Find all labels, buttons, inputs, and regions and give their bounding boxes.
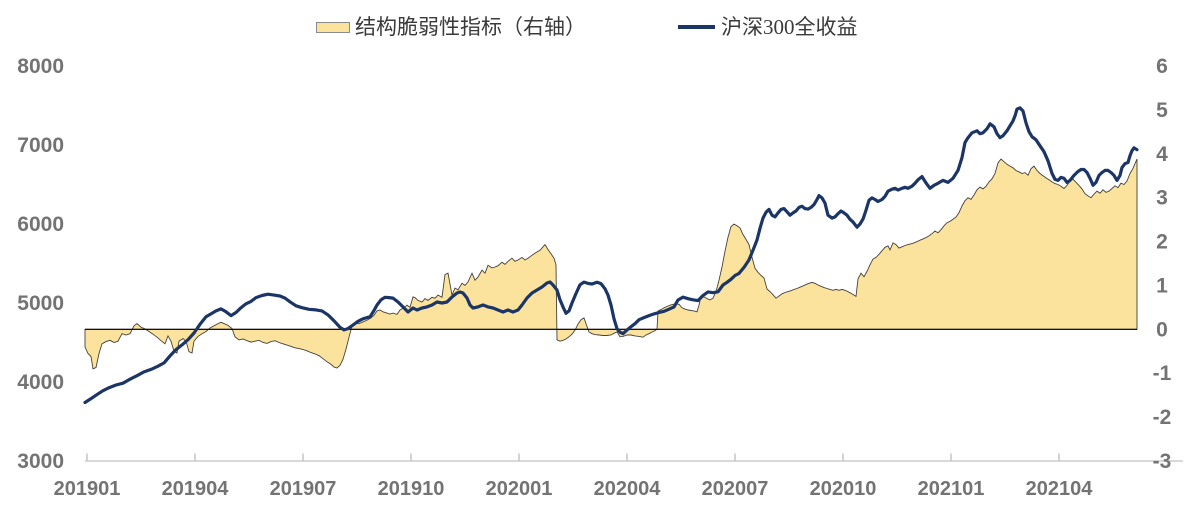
x-axis-tick-label: 202007 xyxy=(702,478,769,500)
right-axis-tick-label: -2 xyxy=(1153,406,1172,429)
x-axis-tick-label: 201907 xyxy=(270,478,337,500)
left-axis-tick-label: 6000 xyxy=(17,213,64,236)
x-axis-tick-label: 201904 xyxy=(162,478,230,500)
fragility-area-series xyxy=(84,158,1138,370)
x-axis-tick-label: 202001 xyxy=(486,478,553,500)
right-axis-tick-label: 4 xyxy=(1156,143,1168,166)
right-axis-tick-label: 6 xyxy=(1156,55,1168,78)
x-axis-tick-label: 202104 xyxy=(1026,478,1094,500)
left-axis-tick-label: 7000 xyxy=(17,134,64,157)
line-series-marker xyxy=(678,25,715,29)
right-axis-tick-label: 3 xyxy=(1156,187,1168,210)
legend-item-area: 结构脆弱性指标（右轴） xyxy=(316,14,586,40)
left-axis-tick-label: 5000 xyxy=(17,292,64,315)
x-axis-tick-label: 202010 xyxy=(810,478,877,500)
left-axis-tick-label: 4000 xyxy=(17,371,64,394)
right-axis-tick-label: 1 xyxy=(1156,274,1168,297)
chart-legend: 结构脆弱性指标（右轴） 沪深300全收益 xyxy=(0,12,1188,44)
left-axis-tick-label: 3000 xyxy=(17,450,64,473)
x-axis-tick-label: 202004 xyxy=(594,478,662,500)
x-axis-tick-label: 201910 xyxy=(378,478,445,500)
right-axis-tick-label: 0 xyxy=(1156,318,1168,341)
line-series-label: 沪深300全收益 xyxy=(721,15,858,39)
csi300-line-series xyxy=(83,106,1139,405)
area-series-label: 结构脆弱性指标（右轴） xyxy=(355,15,586,39)
x-axis-tick-label: 201901 xyxy=(54,478,121,500)
area-series-swatch xyxy=(316,21,350,33)
right-axis-tick-label: -1 xyxy=(1153,362,1172,385)
right-axis-tick-label: -3 xyxy=(1153,450,1172,473)
right-axis-tick-label: 5 xyxy=(1156,99,1168,122)
x-axis-tick-label: 202101 xyxy=(918,478,985,500)
legend-item-line: 沪深300全收益 xyxy=(678,14,858,40)
right-axis-tick-label: 2 xyxy=(1156,231,1168,254)
left-axis-tick-label: 8000 xyxy=(17,55,64,78)
